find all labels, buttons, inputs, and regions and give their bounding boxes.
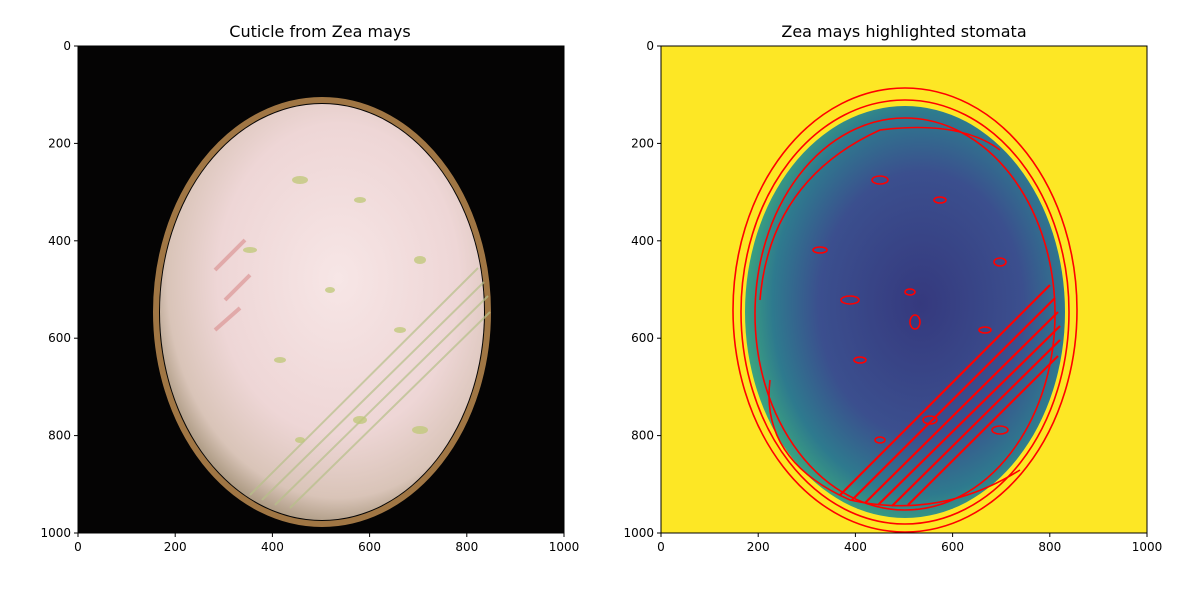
right-panel: Zea mays highlighted stomata xyxy=(623,22,1162,554)
x-tick-label: 800 xyxy=(455,540,478,554)
stomata-mask xyxy=(661,46,1147,533)
y-tick-label: 0 xyxy=(646,39,654,53)
cuticle-micrograph xyxy=(78,46,564,533)
right-x-ticks: 0 200 400 600 800 1000 xyxy=(657,533,1162,554)
y-tick-label: 0 xyxy=(63,39,71,53)
x-tick-label: 1000 xyxy=(549,540,580,554)
x-tick-label: 200 xyxy=(164,540,187,554)
y-tick-label: 800 xyxy=(631,429,654,443)
microscope-field-rim xyxy=(153,97,491,527)
x-tick-label: 200 xyxy=(747,540,770,554)
y-tick-label: 400 xyxy=(631,234,654,248)
x-tick-label: 0 xyxy=(74,540,82,554)
left-x-ticks: 0 200 400 600 800 1000 xyxy=(74,533,579,554)
x-tick-label: 400 xyxy=(261,540,284,554)
x-tick-label: 800 xyxy=(1038,540,1061,554)
microscope-field xyxy=(160,104,484,520)
y-tick-label: 200 xyxy=(631,136,654,150)
reddish-streaks xyxy=(213,238,252,332)
mask-interior xyxy=(745,106,1065,518)
left-panel-title: Cuticle from Zea mays xyxy=(229,22,410,41)
left-panel: Cuticle from Zea mays xyxy=(40,22,579,554)
y-tick-label: 600 xyxy=(48,331,71,345)
left-axes xyxy=(77,45,565,534)
y-tick-label: 400 xyxy=(48,234,71,248)
x-tick-label: 600 xyxy=(358,540,381,554)
x-tick-label: 0 xyxy=(657,540,665,554)
stomata-cells xyxy=(243,176,428,443)
cell-bands xyxy=(249,267,491,509)
y-tick-label: 800 xyxy=(48,429,71,443)
contour-diagonal-bands xyxy=(839,284,1061,507)
x-tick-label: 1000 xyxy=(1132,540,1163,554)
right-y-ticks: 0 200 400 600 800 1000 xyxy=(623,39,661,540)
contour-stomata xyxy=(812,175,1009,444)
right-panel-title: Zea mays highlighted stomata xyxy=(781,22,1026,41)
y-tick-label: 1000 xyxy=(623,526,654,540)
y-tick-label: 1000 xyxy=(40,526,71,540)
x-tick-label: 600 xyxy=(941,540,964,554)
right-axes xyxy=(660,45,1148,534)
y-tick-label: 600 xyxy=(631,331,654,345)
y-tick-label: 200 xyxy=(48,136,71,150)
left-y-ticks: 0 200 400 600 800 1000 xyxy=(40,39,78,540)
x-tick-label: 400 xyxy=(844,540,867,554)
